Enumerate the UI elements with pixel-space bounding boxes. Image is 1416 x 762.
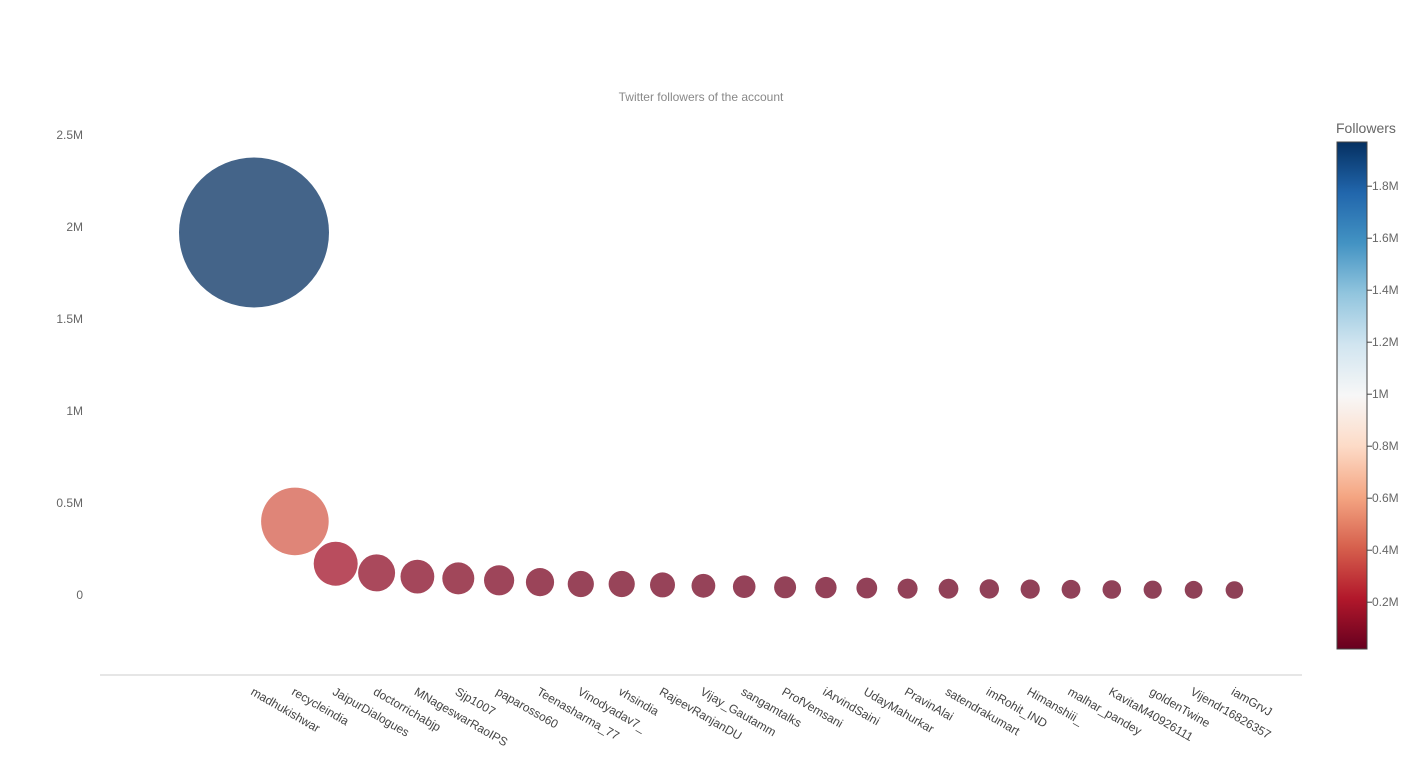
bubble-Himanshiii_[interactable] (1020, 579, 1040, 599)
bubble-ProfVemsani[interactable] (774, 576, 797, 599)
bubble-sangamtalks[interactable] (732, 575, 756, 598)
y-tick-label: 0 (76, 588, 83, 602)
colorbar-gradient (1336, 141, 1368, 650)
bubble-RajeevRanjanDU[interactable] (650, 572, 675, 598)
bubble-goldenTwine[interactable] (1143, 580, 1162, 599)
bubble-iamGrvJ[interactable] (1225, 581, 1244, 599)
y-axis-ticks: 0 0.5M 1M 1.5M 2M 2.5M (56, 128, 83, 602)
bubble-PravinAlai[interactable] (897, 578, 918, 599)
colorbar-tick-label: 1.4M (1372, 283, 1399, 297)
bubble-malhar_pandey[interactable] (1061, 579, 1081, 599)
y-tick-label: 1.5M (56, 312, 83, 326)
bubble-MNageswarRaoIPS[interactable] (400, 559, 435, 594)
bubble-paparosso60[interactable] (484, 565, 515, 596)
y-tick-label: 2.5M (56, 128, 83, 142)
bubble-series (179, 157, 1244, 599)
colorbar-tick-label: 0.8M (1372, 439, 1399, 453)
bubble-iArvindSaini[interactable] (815, 576, 837, 599)
bubble-Teenasharma_77[interactable] (525, 568, 555, 597)
bubble-Vinodyadav7_[interactable] (567, 570, 594, 598)
colorbar-tick-label: 1.8M (1372, 179, 1399, 193)
bubble-KavitaM40926111[interactable] (1102, 580, 1122, 599)
bubble-Vijay_Gautamm[interactable] (691, 573, 716, 598)
bubble-imRohit_IND[interactable] (979, 579, 999, 599)
colorbar-tick-label: 0.2M (1372, 595, 1399, 609)
bubble-vhsindia[interactable] (608, 570, 635, 598)
colorbar-tick-label: 0.4M (1372, 543, 1399, 557)
bubble-satendrakumart[interactable] (938, 578, 959, 599)
y-tick-label: 1M (66, 404, 83, 418)
x-axis-ticks: madhukishwarrecycleindiaJaipurDialoguesd… (249, 684, 1275, 749)
bubble-doctorrichabjp[interactable] (358, 554, 396, 592)
y-tick-label: 0.5M (56, 496, 83, 510)
bubble-Sjp1007[interactable] (442, 562, 475, 595)
colorbar-tick-label: 0.6M (1372, 491, 1399, 505)
bubble-JaipurDialogues[interactable] (313, 541, 358, 586)
colorbar-ticks: 0.2M 0.4M 0.6M 0.8M 1M 1.2M 1.4M 1.6M 1.8M (1367, 179, 1399, 609)
bubble-Vijendr16826357[interactable] (1184, 580, 1203, 599)
bubble-recycleindia[interactable] (261, 487, 329, 556)
colorbar-title: Followers (1336, 120, 1396, 136)
chart-title: Twitter followers of the account (619, 90, 784, 104)
y-tick-label: 2M (66, 220, 83, 234)
bubble-madhukishwar[interactable] (179, 157, 329, 308)
colorbar-tick-label: 1M (1372, 387, 1389, 401)
bubble-UdayMahurkar[interactable] (856, 577, 878, 599)
colorbar-tick-label: 1.2M (1372, 335, 1399, 349)
colorbar-tick-label: 1.6M (1372, 231, 1399, 245)
colorbar: Followers 0.2M 0.4M 0.6M 0.8M 1M 1.2M 1.4M 1.6M… (1336, 120, 1399, 650)
